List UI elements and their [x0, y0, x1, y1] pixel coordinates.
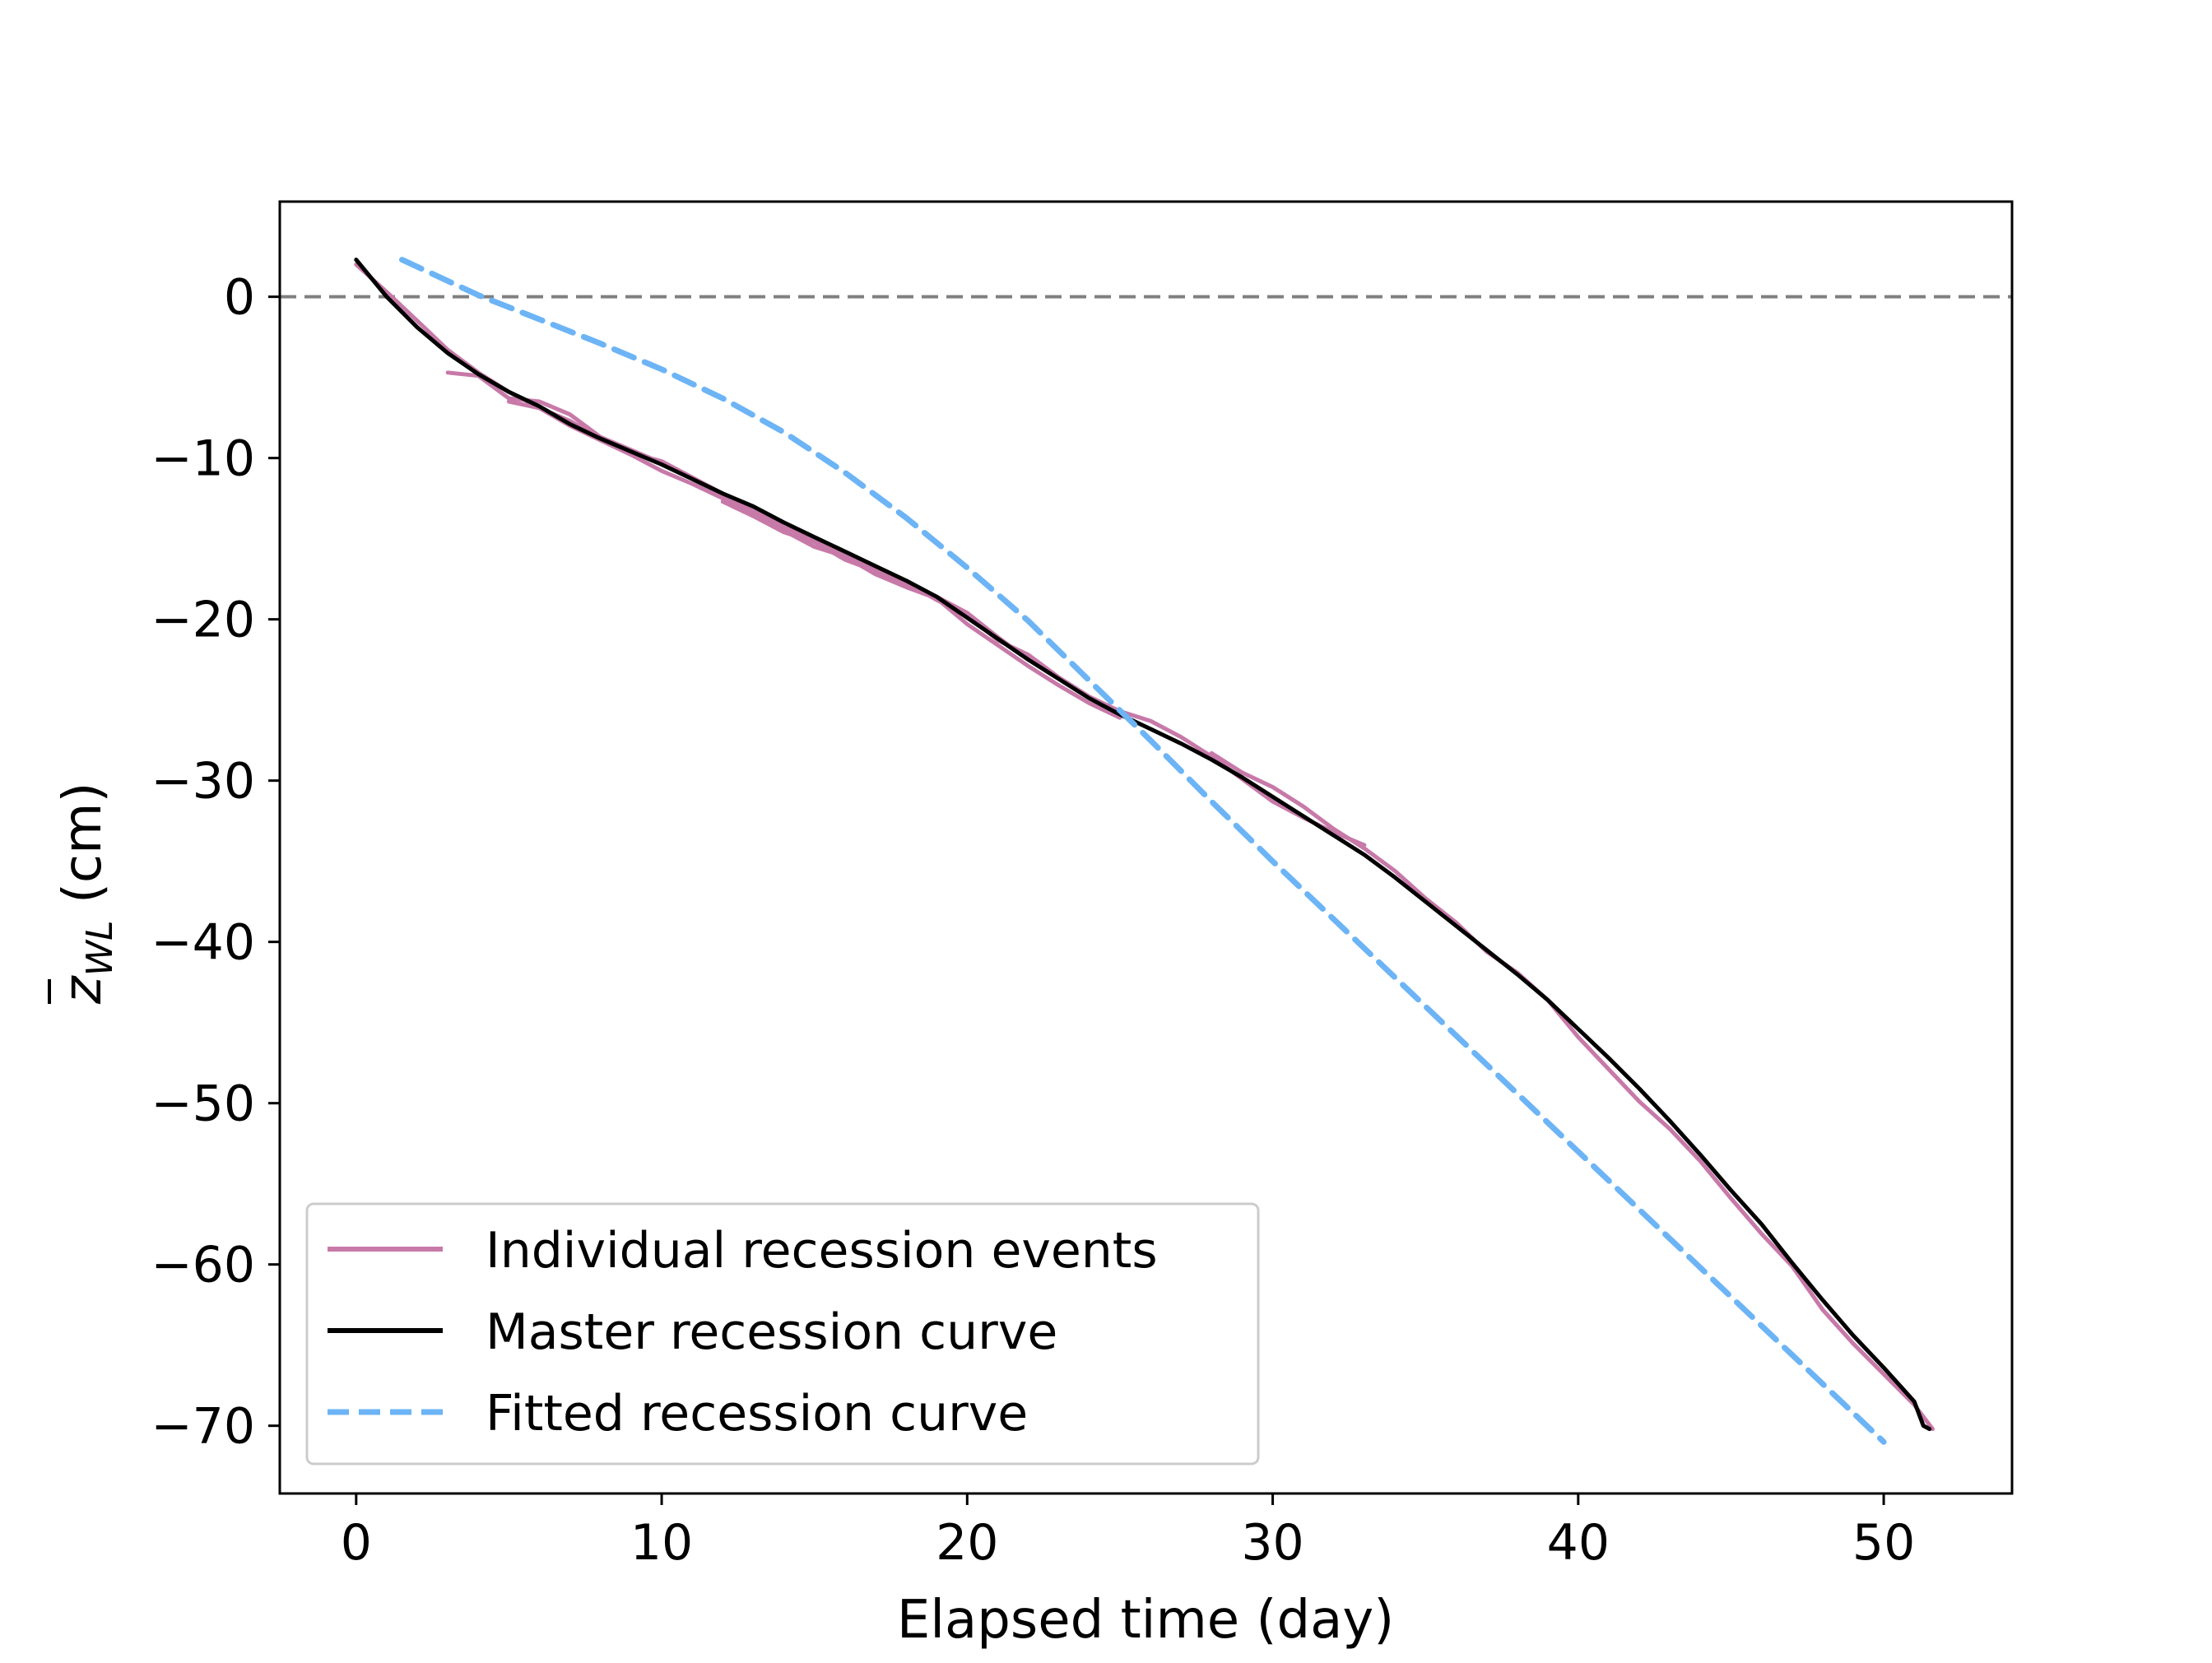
y-tick-label: 0 [224, 269, 255, 327]
x-tick-label: 10 [630, 1514, 693, 1572]
legend-box [305, 1202, 1260, 1466]
x-tick-label: 0 [341, 1514, 372, 1572]
x-tick-label: 40 [1547, 1514, 1610, 1572]
master-recession-curve-line [354, 258, 1932, 1432]
x-tick-label: 30 [1241, 1514, 1304, 1572]
fitted-recession-curve-line [399, 257, 1887, 1445]
plot-area [280, 257, 2012, 1445]
x-tick-label: 50 [1852, 1514, 1915, 1572]
x-tick-label: 20 [936, 1514, 998, 1572]
y-axis-title-text: zWL (cm) [53, 783, 121, 1005]
y-tick-label: −30 [151, 753, 255, 811]
individual-recession-event-line-5 [1209, 750, 1935, 1432]
legend: Individual recession events Master reces… [305, 1202, 1260, 1466]
legend-label-fitted-curve: Fitted recession curve [486, 1385, 1028, 1442]
plot-frame [278, 200, 2014, 1495]
y-tick-label: −20 [151, 592, 255, 649]
y-axis: 0 −10 −20 −30 −40 −50 −60 −70 [151, 269, 280, 1456]
y-tick-label: −10 [151, 430, 255, 488]
x-axis-title: Elapsed time (day) [897, 1590, 1394, 1651]
individual-recession-event-line-4 [720, 499, 1367, 848]
x-axis: 0 10 20 30 40 50 [341, 1493, 1915, 1572]
y-axis-title: zWL (cm) [48, 783, 121, 1005]
legend-label-individual-events: Individual recession events [486, 1222, 1158, 1280]
y-tick-label: −70 [151, 1398, 255, 1456]
y-tick-label: −40 [151, 914, 255, 972]
legend-label-master-curve: Master recession curve [486, 1303, 1057, 1361]
y-axis-title-symbol: z [53, 975, 114, 1005]
y-tick-label: −50 [151, 1075, 255, 1133]
y-tick-label: −60 [151, 1237, 255, 1294]
y-axis-title-subscript: WL [79, 920, 121, 976]
y-axis-title-unit: (cm) [53, 783, 114, 921]
